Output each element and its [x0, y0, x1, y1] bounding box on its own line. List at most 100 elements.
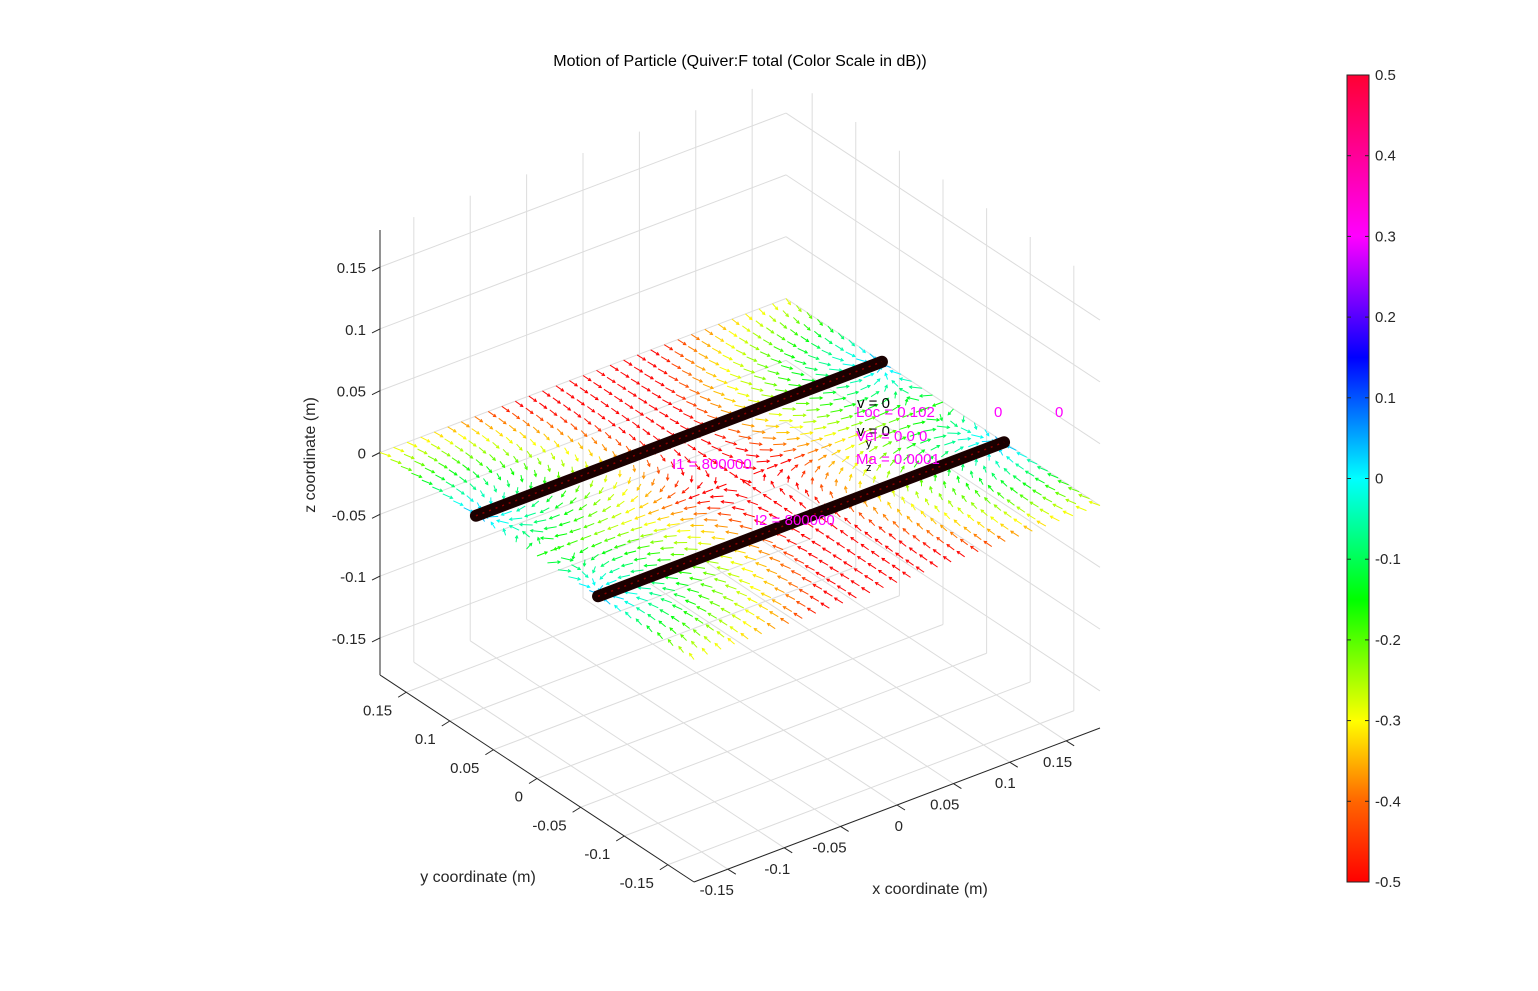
quiver-arrow [657, 368, 668, 375]
quiver-arrow [739, 337, 748, 344]
quiver-arrowhead [773, 382, 778, 387]
quiver-arrow [920, 438, 931, 444]
quiver-arrowhead [954, 423, 959, 428]
quiver-arrow [848, 433, 859, 439]
z-tick-label: -0.05 [332, 507, 366, 524]
quiver-arrow [597, 412, 606, 420]
quiver-arrow [770, 454, 783, 458]
quiver-arrow [919, 554, 928, 561]
quiver-arrowhead [656, 558, 661, 562]
quiver-arrow [796, 482, 799, 490]
quiver-arrowhead [826, 414, 831, 418]
quiver-arrow [698, 542, 712, 545]
quiver-arrow [660, 356, 670, 363]
quiver-arrow [646, 625, 653, 633]
quiver-arrow [699, 395, 711, 401]
quiver-arrow [571, 564, 581, 570]
quiver-arrowhead [643, 400, 648, 404]
quiver-arrowhead [896, 404, 901, 409]
quiver-arrowhead [854, 462, 858, 466]
quiver-arrow [617, 531, 629, 536]
quiver-arrow [783, 448, 796, 453]
quiver-arrow [909, 547, 917, 554]
quiver-arrowhead [459, 448, 464, 452]
quiver-arrowhead [561, 493, 565, 498]
quiver-arrowhead [786, 475, 791, 480]
quiver-arrowhead [827, 362, 832, 367]
quiver-arrow [718, 323, 727, 330]
quiver-arrow [535, 414, 544, 421]
quiver-arrowhead [870, 550, 875, 555]
quiver-arrowhead [673, 540, 678, 545]
quiver-arrowhead [820, 602, 825, 606]
quiver-arrowhead [752, 466, 757, 470]
quiver-arrow [697, 482, 703, 489]
quiver-arrowhead [659, 609, 664, 613]
quiver-arrow [780, 459, 791, 465]
quiver-arrowhead [802, 361, 807, 365]
quiver-arrowhead [633, 557, 638, 562]
quiver-arrowhead [939, 417, 944, 422]
quiver-arrow [929, 486, 933, 494]
quiver-arrowhead [688, 495, 693, 500]
quiver-arrow [547, 464, 551, 472]
quiver-arrow [711, 445, 722, 451]
quiver-arrowhead [1009, 530, 1014, 535]
quiver-arrow [867, 404, 878, 410]
quiver-arrowhead [850, 536, 854, 541]
quiver-arrowhead [829, 522, 834, 527]
quiver-arrowhead [636, 381, 641, 385]
quiver-arrowhead [762, 376, 767, 381]
quiver-arrow [729, 373, 741, 379]
y-tick-mark [397, 691, 407, 698]
quiver-arrow [736, 494, 748, 499]
quiver-arrowhead [878, 526, 883, 530]
quiver-arrow [530, 481, 532, 489]
quiver-arrow [606, 579, 617, 585]
quiver-arrow [700, 583, 713, 588]
quiver-arrowhead [694, 617, 699, 622]
quiver-arrow [478, 447, 487, 454]
quiver-arrowhead [506, 483, 511, 488]
quiver-arrowhead [554, 505, 559, 509]
quiver-arrowhead [555, 443, 560, 448]
quiver-arrow [796, 305, 802, 312]
quiver-arrow [602, 548, 613, 554]
quiver-arrowhead [1009, 487, 1014, 491]
quiver-arrowhead [926, 529, 931, 534]
quiver-arrow [1000, 523, 1009, 530]
quiver-arrowhead [667, 638, 672, 643]
quiver-arrow [561, 459, 565, 467]
quiver-arrow [825, 472, 829, 480]
quiver-arrowhead [800, 534, 805, 538]
quiver-arrowhead [656, 517, 661, 521]
quiver-arrowhead [783, 507, 788, 512]
quiver-arrowhead [469, 455, 474, 459]
quiver-arrowhead [816, 465, 821, 470]
quiver-arrow [501, 405, 510, 413]
quiver-arrowhead [874, 403, 879, 408]
quiver-arrow [790, 329, 798, 336]
quiver-arrow [861, 428, 873, 434]
quiver-arrow [474, 416, 483, 423]
quiver-arrow [575, 485, 580, 493]
quiver-arrow [498, 417, 507, 425]
quiver-arrow [724, 489, 737, 492]
quiver-arrowhead [587, 421, 592, 425]
z-tick-label: 0.15 [337, 260, 366, 277]
quiver-arrow [803, 420, 816, 423]
quiver-arrow [888, 533, 897, 540]
quiver-arrow [915, 491, 919, 499]
quiver-arrowhead [704, 355, 709, 359]
quiver-arrow [1089, 501, 1101, 506]
quiver-arrow [574, 454, 579, 462]
quiver-arrowhead [736, 429, 741, 434]
quiver-arrow [734, 404, 747, 409]
quiver-arrowhead [790, 570, 795, 574]
quiver-arrow [927, 456, 934, 463]
quiver-arrowhead [441, 476, 446, 481]
quiver-arrowhead [524, 466, 528, 471]
quiver-arrow [753, 628, 762, 635]
quiver-arrowhead [783, 442, 787, 446]
quiver-arrow [525, 407, 534, 414]
